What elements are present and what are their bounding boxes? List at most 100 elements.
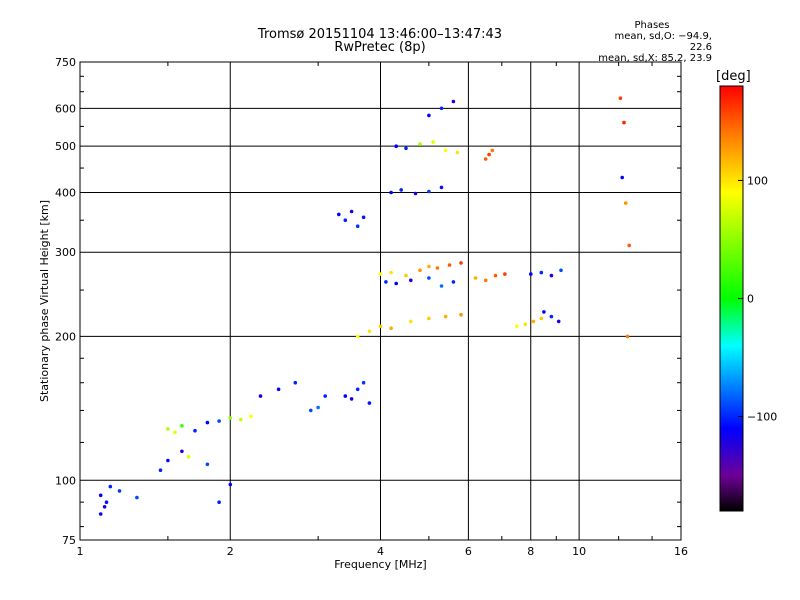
data-point	[323, 394, 328, 398]
data-point	[104, 500, 109, 505]
phase-stats-o-mode: mean, sd,O: −94.9, 22.6	[614, 31, 712, 53]
data-point	[455, 150, 460, 155]
y-tick-label: 400	[55, 186, 76, 199]
data-point	[309, 408, 313, 413]
data-point	[539, 270, 544, 275]
data-point	[627, 243, 631, 248]
data-point	[487, 152, 491, 157]
data-point	[418, 268, 422, 273]
data-point	[102, 505, 107, 509]
data-point	[427, 113, 431, 118]
phase-stats-header: Phases	[634, 20, 670, 31]
data-point	[98, 512, 103, 516]
data-point	[361, 215, 366, 220]
data-point	[549, 314, 554, 319]
data-point	[367, 401, 372, 405]
data-point	[427, 189, 431, 194]
y-tick-label: 600	[55, 102, 76, 115]
x-tick-label: 16	[674, 545, 688, 558]
y-tick-label: 500	[55, 140, 76, 153]
data-point	[158, 468, 163, 473]
x-axis-label: Frequency [MHz]	[334, 558, 426, 571]
data-point	[399, 188, 404, 192]
y-axis-label: Stationary phase Virtual Height [km]	[38, 200, 51, 402]
data-point	[349, 397, 354, 401]
data-point	[418, 142, 422, 146]
data-point	[316, 405, 320, 410]
data-point	[180, 449, 184, 454]
data-point	[439, 185, 444, 190]
data-point	[435, 266, 440, 270]
y-tick-label: 100	[55, 474, 76, 487]
data-point	[549, 273, 554, 278]
data-point	[217, 500, 221, 505]
data-point	[622, 120, 626, 125]
colorbar-unit-label: [deg]	[716, 69, 751, 84]
data-point	[413, 191, 418, 196]
data-point	[205, 420, 210, 425]
data-point	[355, 224, 360, 228]
data-point	[384, 280, 388, 284]
data-point	[531, 319, 536, 324]
data-point	[431, 140, 436, 144]
data-point	[439, 106, 444, 111]
y-tick-label: 75	[62, 534, 76, 547]
data-point	[258, 394, 263, 398]
data-point	[173, 430, 177, 435]
x-tick-label: 4	[377, 545, 384, 558]
x-tick-label: 8	[527, 545, 534, 558]
data-point	[343, 394, 348, 398]
data-point	[459, 312, 463, 317]
data-point	[228, 482, 233, 487]
data-point	[108, 484, 113, 489]
data-point	[367, 329, 372, 334]
colorbar-tick-label: 0	[747, 293, 754, 306]
data-point	[427, 264, 431, 269]
colorbar-tick-label: 100	[747, 174, 768, 187]
data-point	[625, 334, 630, 339]
data-point	[483, 157, 488, 161]
data-point	[618, 96, 623, 100]
data-point	[559, 268, 563, 273]
data-point	[459, 261, 463, 265]
data-point	[378, 324, 383, 329]
data-point	[239, 417, 243, 422]
data-point	[451, 280, 456, 284]
data-point	[404, 146, 408, 151]
data-point	[355, 387, 360, 392]
data-point	[98, 493, 103, 498]
data-point	[389, 326, 393, 331]
data-point	[523, 322, 528, 327]
data-point	[361, 380, 366, 385]
y-tick-label: 750	[55, 56, 76, 69]
data-point	[409, 319, 413, 324]
data-point	[135, 495, 139, 500]
phase-stats: Phases mean, sd,O: −94.9, 22.6 mean, sd,…	[592, 20, 712, 64]
data-point	[205, 462, 210, 467]
data-point	[503, 272, 507, 276]
data-point	[389, 190, 393, 195]
data-point	[349, 209, 354, 214]
data-point	[515, 324, 519, 329]
x-tick-label: 10	[572, 545, 586, 558]
data-point	[493, 273, 498, 278]
data-point	[337, 212, 341, 217]
data-point	[217, 419, 221, 423]
data-point	[539, 316, 544, 321]
data-point	[451, 99, 456, 104]
data-point	[276, 387, 281, 392]
x-tick-label: 6	[465, 545, 472, 558]
data-point	[623, 201, 628, 205]
chart-subtitle: RwPretec (8p)	[334, 40, 426, 55]
data-point	[447, 263, 452, 267]
data-point	[427, 316, 431, 321]
data-point	[166, 427, 170, 431]
chart-title: Tromsø 20151104 13:46:00–13:47:43	[257, 27, 503, 42]
data-point	[228, 416, 233, 420]
data-point	[483, 278, 488, 283]
colorbar-tick-label: −100	[747, 411, 777, 424]
x-tick-label: 1	[77, 545, 84, 558]
data-point	[186, 455, 191, 459]
data-point	[404, 273, 408, 278]
